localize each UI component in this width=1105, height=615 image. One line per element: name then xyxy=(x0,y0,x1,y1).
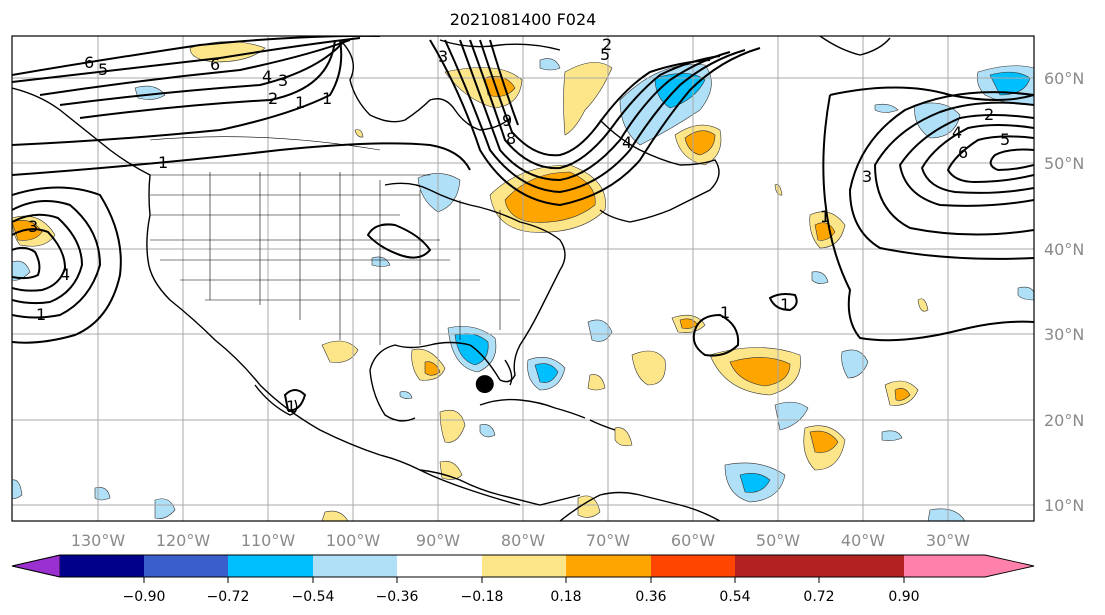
graticule xyxy=(12,36,1034,521)
lon-label: 110°W xyxy=(241,531,296,550)
lon-label: 60°W xyxy=(671,531,715,550)
contour-label: 6 xyxy=(958,143,968,162)
colorbar-tick-label: −0.36 xyxy=(376,589,419,605)
contour-label: 5 xyxy=(600,45,610,64)
contour-label: 1 xyxy=(36,305,46,324)
lon-label: 80°W xyxy=(501,531,545,550)
lat-label: 50°N xyxy=(1044,154,1084,173)
lat-label: 40°N xyxy=(1044,240,1084,259)
colorbar-segment xyxy=(60,555,144,577)
colorbar-tick-label: 0.72 xyxy=(803,589,834,605)
lon-label: 130°W xyxy=(71,531,126,550)
latitude-labels: 60°N 50°N 40°N 30°N 20°N 10°N xyxy=(1044,69,1084,515)
contour-label: 2 xyxy=(984,105,994,124)
lat-label: 20°N xyxy=(1044,411,1084,430)
lon-label: 30°W xyxy=(926,531,970,550)
colorbar-segment xyxy=(651,555,735,577)
lon-label: 70°W xyxy=(586,531,630,550)
colorbar-tick-label: 0.90 xyxy=(888,589,919,605)
contour-label: 9 xyxy=(502,111,512,130)
colorbar-tick-label: 0.36 xyxy=(635,589,666,605)
contour-label: 1 xyxy=(158,153,168,172)
coastlines xyxy=(12,36,891,521)
lon-label: 40°W xyxy=(841,531,885,550)
contour-label: 5 xyxy=(1000,130,1010,149)
contour-label: 1 xyxy=(295,93,305,112)
contour-label: 2 xyxy=(602,35,612,54)
lat-label: 10°N xyxy=(1044,496,1084,515)
colorbar-tick-label: −0.54 xyxy=(292,589,335,605)
lon-label: 120°W xyxy=(156,531,211,550)
colorbar: −0.90 −0.72 −0.54 −0.36 −0.18 0.18 0.36 … xyxy=(11,554,1035,605)
colorbar-segment xyxy=(397,555,482,577)
contour-label: 1 xyxy=(322,89,332,108)
colorbar-segment xyxy=(735,555,819,577)
colorbar-tick-label: −0.72 xyxy=(207,589,250,605)
contour-label: 3 xyxy=(438,47,448,66)
contour-label: 1 xyxy=(720,303,730,322)
map-layers: 6 5 6 4 3 2 1 1 1 3 2 5 4 3 9 8 4 2 5 4 … xyxy=(12,35,1034,521)
contour-label: 4 xyxy=(60,265,70,284)
lat-label: 60°N xyxy=(1044,69,1084,88)
contour-label: 1 xyxy=(780,295,790,314)
contour-label: 4 xyxy=(952,123,962,142)
colorbar-segment xyxy=(144,555,228,577)
storm-position-marker xyxy=(475,375,494,394)
colorbar-ticks xyxy=(143,577,905,583)
contour-label: 3 xyxy=(278,71,288,90)
colorbar-tick-label: 0.18 xyxy=(550,589,581,605)
height-contours xyxy=(12,36,1034,412)
contour-label: 3 xyxy=(862,167,872,186)
contour-label: 1 xyxy=(286,397,296,416)
colorbar-extend-min xyxy=(11,554,61,578)
lon-label: 100°W xyxy=(326,531,381,550)
lon-label: 50°W xyxy=(756,531,800,550)
contour-label: 4 xyxy=(262,67,272,86)
lat-label: 30°N xyxy=(1044,325,1084,344)
longitude-labels: 130°W 120°W 110°W 100°W 90°W 80°W 70°W 6… xyxy=(71,531,970,550)
colorbar-tick-label: −0.18 xyxy=(461,589,504,605)
political-borders xyxy=(149,136,520,345)
colorbar-segment xyxy=(819,555,904,577)
contour-label: 8 xyxy=(506,129,516,148)
colorbar-tick-label: 0.54 xyxy=(719,589,750,605)
contour-label: 4 xyxy=(622,133,632,152)
lon-label: 90°W xyxy=(416,531,460,550)
map-frame xyxy=(11,35,1035,522)
contour-label: 5 xyxy=(98,60,108,79)
contour-label: 6 xyxy=(210,55,220,74)
colorbar-segment xyxy=(313,555,397,577)
contour-label: 2 xyxy=(268,89,278,108)
map-title: 2021081400 F024 xyxy=(450,10,597,29)
colorbar-segment xyxy=(566,555,651,577)
colorbar-segment xyxy=(482,555,566,577)
colorbar-outline xyxy=(11,554,1035,578)
contour-label: 1 xyxy=(820,207,830,226)
contour-labels: 6 5 6 4 3 2 1 1 1 3 2 5 4 3 9 8 4 2 5 4 … xyxy=(28,35,1010,416)
contour-label: 3 xyxy=(28,217,38,236)
colorbar-tick-label: −0.90 xyxy=(123,589,166,605)
contour-label: 6 xyxy=(84,53,94,72)
colorbar-segment xyxy=(228,555,313,577)
